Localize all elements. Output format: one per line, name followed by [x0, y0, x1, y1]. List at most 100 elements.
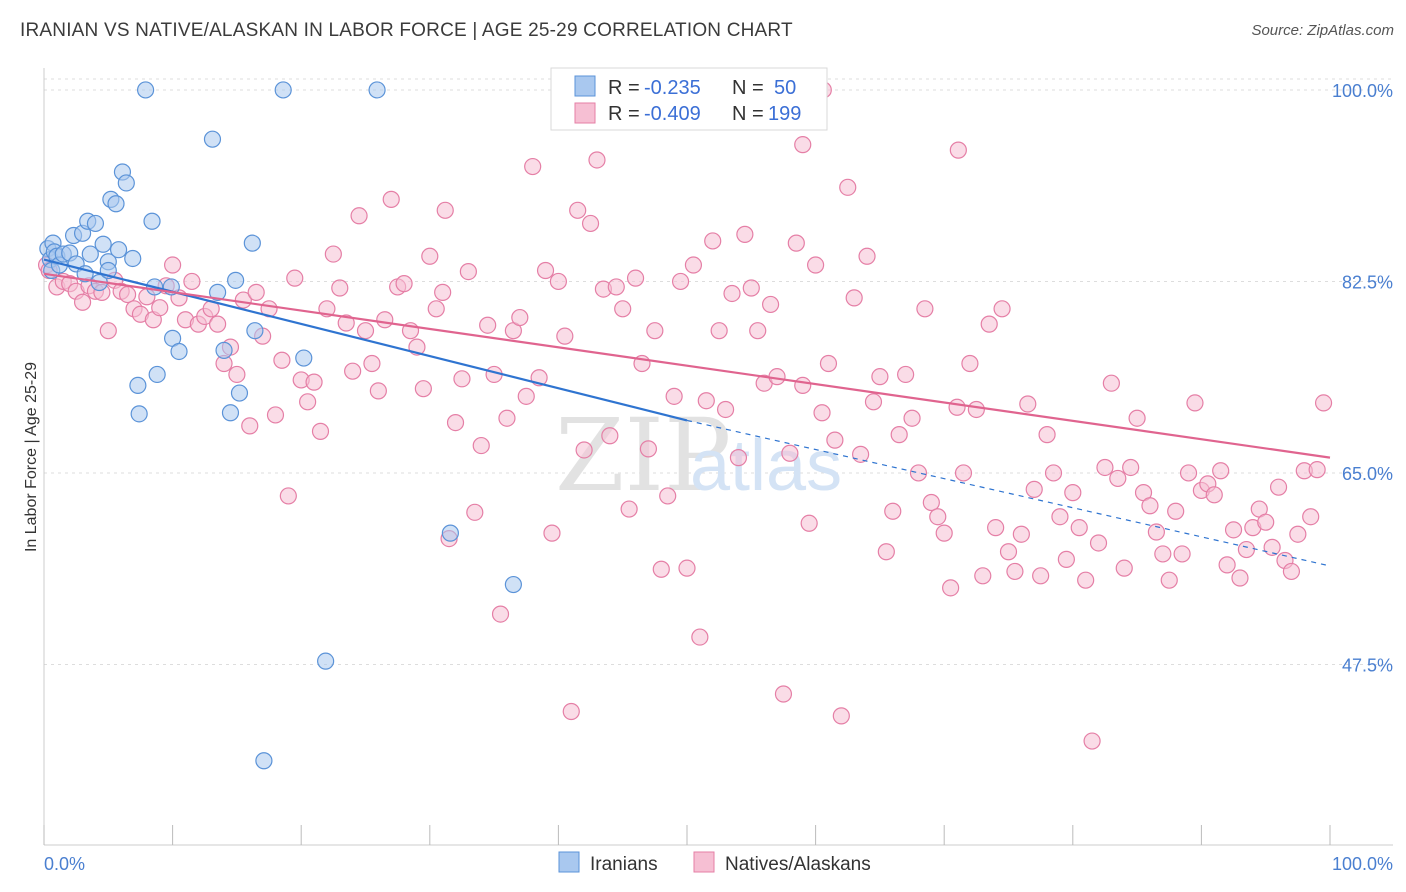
data-point [826, 431, 844, 449]
data-point [1186, 394, 1204, 412]
data-point [1269, 478, 1288, 496]
data-point [382, 190, 400, 208]
data-point [1051, 508, 1069, 526]
data-point [646, 322, 664, 340]
data-point [556, 327, 574, 345]
data-point [1231, 569, 1249, 587]
data-point [129, 376, 147, 394]
legend-r-label-iranians: R = [608, 77, 640, 99]
legend-n-label-iranians: N = [732, 77, 764, 99]
data-point [1160, 571, 1178, 589]
data-point [1083, 732, 1101, 750]
data-point [659, 487, 677, 505]
natives-points [37, 81, 1333, 750]
data-point [999, 543, 1018, 561]
y-tick-label: 100.0% [1332, 81, 1393, 101]
data-point [1006, 562, 1024, 581]
data-point [274, 81, 292, 99]
data-point [124, 249, 142, 268]
legend-n-label-natives: N = [732, 103, 764, 125]
data-point [504, 575, 522, 594]
data-point [107, 195, 125, 213]
data-point [916, 300, 934, 318]
data-point [421, 247, 439, 265]
data-point [247, 283, 265, 301]
data-point [1224, 521, 1243, 539]
data-point [1012, 525, 1030, 543]
data-point [569, 201, 587, 219]
data-point [742, 279, 760, 297]
data-point [961, 354, 979, 373]
data-point [363, 354, 381, 373]
x-tick-label-max: 100.0% [1332, 854, 1393, 874]
legend-box: R = -0.235 N = 50 R = -0.409 N = 199 [550, 67, 828, 131]
y-axis-label: In Labor Force | Age 25-29 [23, 362, 40, 552]
data-point [890, 426, 908, 444]
data-point [317, 652, 335, 670]
data-point [209, 283, 227, 301]
data-point [472, 436, 490, 455]
data-point [1179, 464, 1198, 482]
data-point [652, 560, 670, 578]
data-point [136, 81, 155, 99]
data-point [877, 543, 895, 561]
data-point [479, 316, 497, 334]
data-point [697, 392, 715, 410]
data-point [1096, 458, 1114, 477]
y-tick-labels: 100.0% 82.5% 65.0% 47.5% [1332, 81, 1393, 676]
data-point [543, 524, 561, 542]
data-point [813, 404, 831, 422]
trend-line-iranians [43, 258, 688, 422]
data-point [987, 519, 1005, 537]
data-point [794, 376, 812, 394]
legend-swatch-natives [574, 102, 596, 124]
data-point [723, 284, 741, 303]
data-point [130, 405, 148, 423]
data-point [871, 368, 889, 386]
data-point [716, 400, 735, 419]
data-point [1089, 534, 1108, 552]
data-point [337, 314, 355, 332]
data-point [1205, 486, 1223, 504]
data-point [639, 440, 658, 458]
data-point [671, 272, 690, 291]
data-point [466, 503, 484, 521]
legend-r-value-natives: -0.409 [644, 103, 701, 125]
data-point [787, 234, 805, 252]
data-point [1064, 484, 1082, 502]
data-point [710, 322, 728, 340]
data-point [295, 349, 313, 367]
data-point [736, 225, 754, 243]
data-point [1122, 458, 1140, 477]
data-point [1154, 545, 1172, 563]
data-point [691, 628, 709, 646]
data-point [255, 752, 273, 770]
data-point [524, 157, 542, 176]
data-point [453, 370, 471, 388]
data-point [897, 365, 915, 384]
data-point [1173, 545, 1191, 563]
data-point [94, 235, 112, 253]
data-point [1038, 426, 1056, 444]
data-point [305, 373, 323, 391]
data-point [498, 409, 516, 427]
data-point [832, 707, 850, 725]
data-point [601, 427, 619, 445]
y-tick-label: 47.5% [1342, 655, 1393, 675]
data-point [884, 502, 902, 520]
data-point [1257, 513, 1275, 531]
data-point [1302, 508, 1320, 526]
data-point [536, 261, 555, 280]
data-point [143, 212, 161, 230]
data-point [1032, 567, 1050, 585]
data-point [376, 311, 394, 329]
legend-swatch-iranians [574, 75, 596, 97]
data-point [729, 449, 748, 467]
data-point [299, 393, 317, 411]
data-point [1115, 559, 1133, 577]
data-point [1308, 461, 1326, 479]
data-point [852, 445, 870, 463]
bottom-legend: Iranians Natives/Alaskans [558, 851, 871, 875]
grid-lines [44, 78, 1393, 665]
data-point [967, 400, 985, 419]
